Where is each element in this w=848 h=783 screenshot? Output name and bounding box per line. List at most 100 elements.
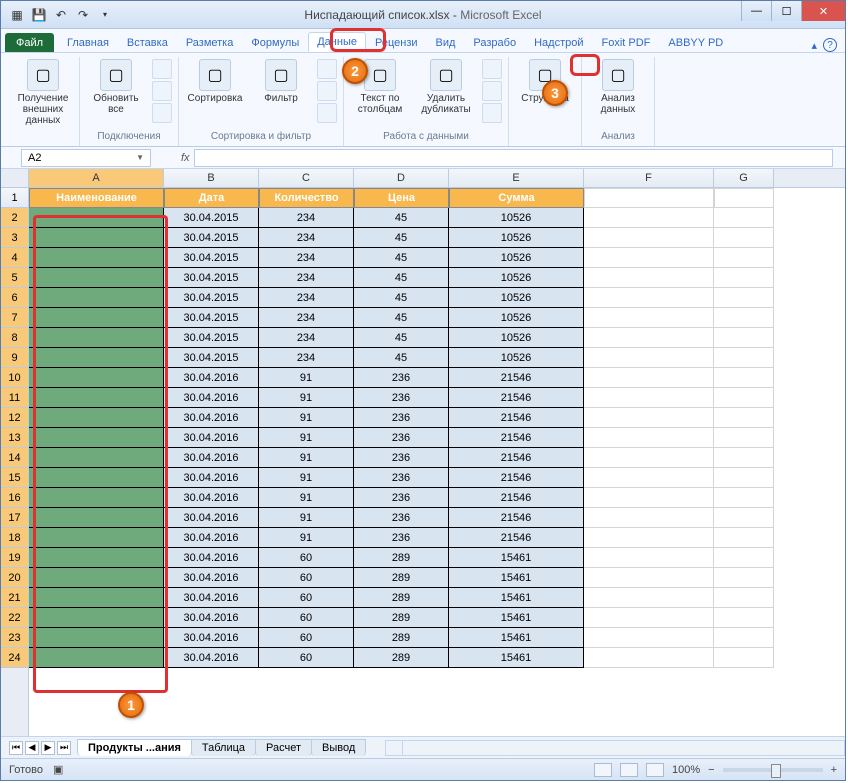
ribbon-button[interactable]: ▢Анализ данных [588,59,648,115]
cell[interactable] [714,408,774,428]
cell[interactable]: 91 [259,528,354,548]
ribbon-button[interactable]: ▢Обновить все [86,59,146,115]
row-header[interactable]: 9 [1,348,28,368]
cell[interactable] [29,588,164,608]
zoom-in-icon[interactable]: + [831,764,837,776]
header-cell[interactable]: Количество [259,188,354,208]
maximize-button[interactable]: ☐ [771,1,801,21]
column-header-F[interactable]: F [584,169,714,187]
cell[interactable]: 234 [259,228,354,248]
cell[interactable]: 30.04.2015 [164,328,259,348]
save-icon[interactable]: 💾 [29,5,49,25]
row-header[interactable]: 4 [1,248,28,268]
ribbon-button[interactable]: ▢Удалить дубликаты [416,59,476,115]
cell[interactable]: 21546 [449,408,584,428]
row-header[interactable]: 12 [1,408,28,428]
cell[interactable] [29,388,164,408]
undo-icon[interactable]: ↶ [51,5,71,25]
sheet-tab[interactable]: Продукты ...ания [77,739,192,756]
cell[interactable]: 30.04.2015 [164,208,259,228]
cell[interactable] [714,288,774,308]
tab-разрабо[interactable]: Разрабо [464,33,525,52]
cell[interactable]: 30.04.2016 [164,568,259,588]
row-header[interactable]: 8 [1,328,28,348]
cell[interactable] [29,288,164,308]
header-cell[interactable]: Наименование [29,188,164,208]
cell[interactable]: 91 [259,388,354,408]
cell[interactable]: 21546 [449,508,584,528]
cell[interactable]: 91 [259,448,354,468]
cell[interactable]: 91 [259,488,354,508]
cell[interactable]: 45 [354,308,449,328]
cell[interactable] [29,608,164,628]
ribbon-small-button[interactable] [152,103,172,123]
cell[interactable]: 234 [259,348,354,368]
cell[interactable]: 15461 [449,568,584,588]
cell[interactable] [29,528,164,548]
cell[interactable] [29,348,164,368]
cell[interactable]: 21546 [449,488,584,508]
cell[interactable]: 234 [259,308,354,328]
cell[interactable] [714,648,774,668]
cell[interactable]: 30.04.2015 [164,248,259,268]
redo-icon[interactable]: ↷ [73,5,93,25]
row-header[interactable]: 21 [1,588,28,608]
column-header-A[interactable]: A [29,169,164,187]
cell[interactable]: 30.04.2016 [164,608,259,628]
sheet-tab[interactable]: Таблица [191,739,256,756]
cell[interactable]: 45 [354,228,449,248]
cell[interactable]: 30.04.2015 [164,288,259,308]
cell[interactable]: 289 [354,548,449,568]
cell[interactable] [29,268,164,288]
cell[interactable] [714,568,774,588]
sheet-nav-next-icon[interactable]: ▶ [41,741,55,755]
cell[interactable]: 60 [259,568,354,588]
qat-dropdown-icon[interactable]: ▾ [95,5,115,25]
cell[interactable] [714,448,774,468]
formula-bar[interactable] [194,149,833,167]
cell[interactable]: 91 [259,468,354,488]
cell[interactable] [29,548,164,568]
tab-разметка[interactable]: Разметка [177,33,243,52]
row-header[interactable]: 17 [1,508,28,528]
cell[interactable] [714,468,774,488]
cell[interactable]: 10526 [449,308,584,328]
row-header[interactable]: 6 [1,288,28,308]
cell[interactable]: 236 [354,488,449,508]
column-header-B[interactable]: B [164,169,259,187]
cell[interactable] [584,308,714,328]
cell[interactable]: 234 [259,208,354,228]
cell[interactable]: 45 [354,248,449,268]
cell[interactable] [714,368,774,388]
cell[interactable] [29,488,164,508]
tab-главная[interactable]: Главная [58,33,118,52]
cell[interactable]: 30.04.2016 [164,408,259,428]
minimize-button[interactable]: — [741,1,771,21]
cell[interactable]: 234 [259,268,354,288]
cell[interactable] [29,208,164,228]
cell[interactable] [714,528,774,548]
ribbon-button[interactable]: ▢Сортировка [185,59,245,104]
row-header[interactable]: 20 [1,568,28,588]
row-header[interactable]: 1 [1,188,28,208]
zoom-slider[interactable] [723,768,823,772]
ribbon-minimize-icon[interactable]: ▴ [811,39,817,52]
cell[interactable] [29,408,164,428]
cell[interactable]: 234 [259,248,354,268]
cell[interactable]: 30.04.2016 [164,628,259,648]
cell[interactable]: 10526 [449,348,584,368]
cell[interactable]: 45 [354,348,449,368]
row-header[interactable]: 5 [1,268,28,288]
cell[interactable]: 91 [259,408,354,428]
cell[interactable] [714,268,774,288]
cell[interactable] [714,348,774,368]
row-header[interactable]: 15 [1,468,28,488]
cell[interactable] [584,408,714,428]
row-header[interactable]: 13 [1,428,28,448]
sheet-tab[interactable]: Расчет [255,739,312,756]
cell[interactable]: 60 [259,608,354,628]
cell[interactable] [584,368,714,388]
row-header[interactable]: 19 [1,548,28,568]
cell[interactable] [29,508,164,528]
ribbon-small-button[interactable] [152,81,172,101]
